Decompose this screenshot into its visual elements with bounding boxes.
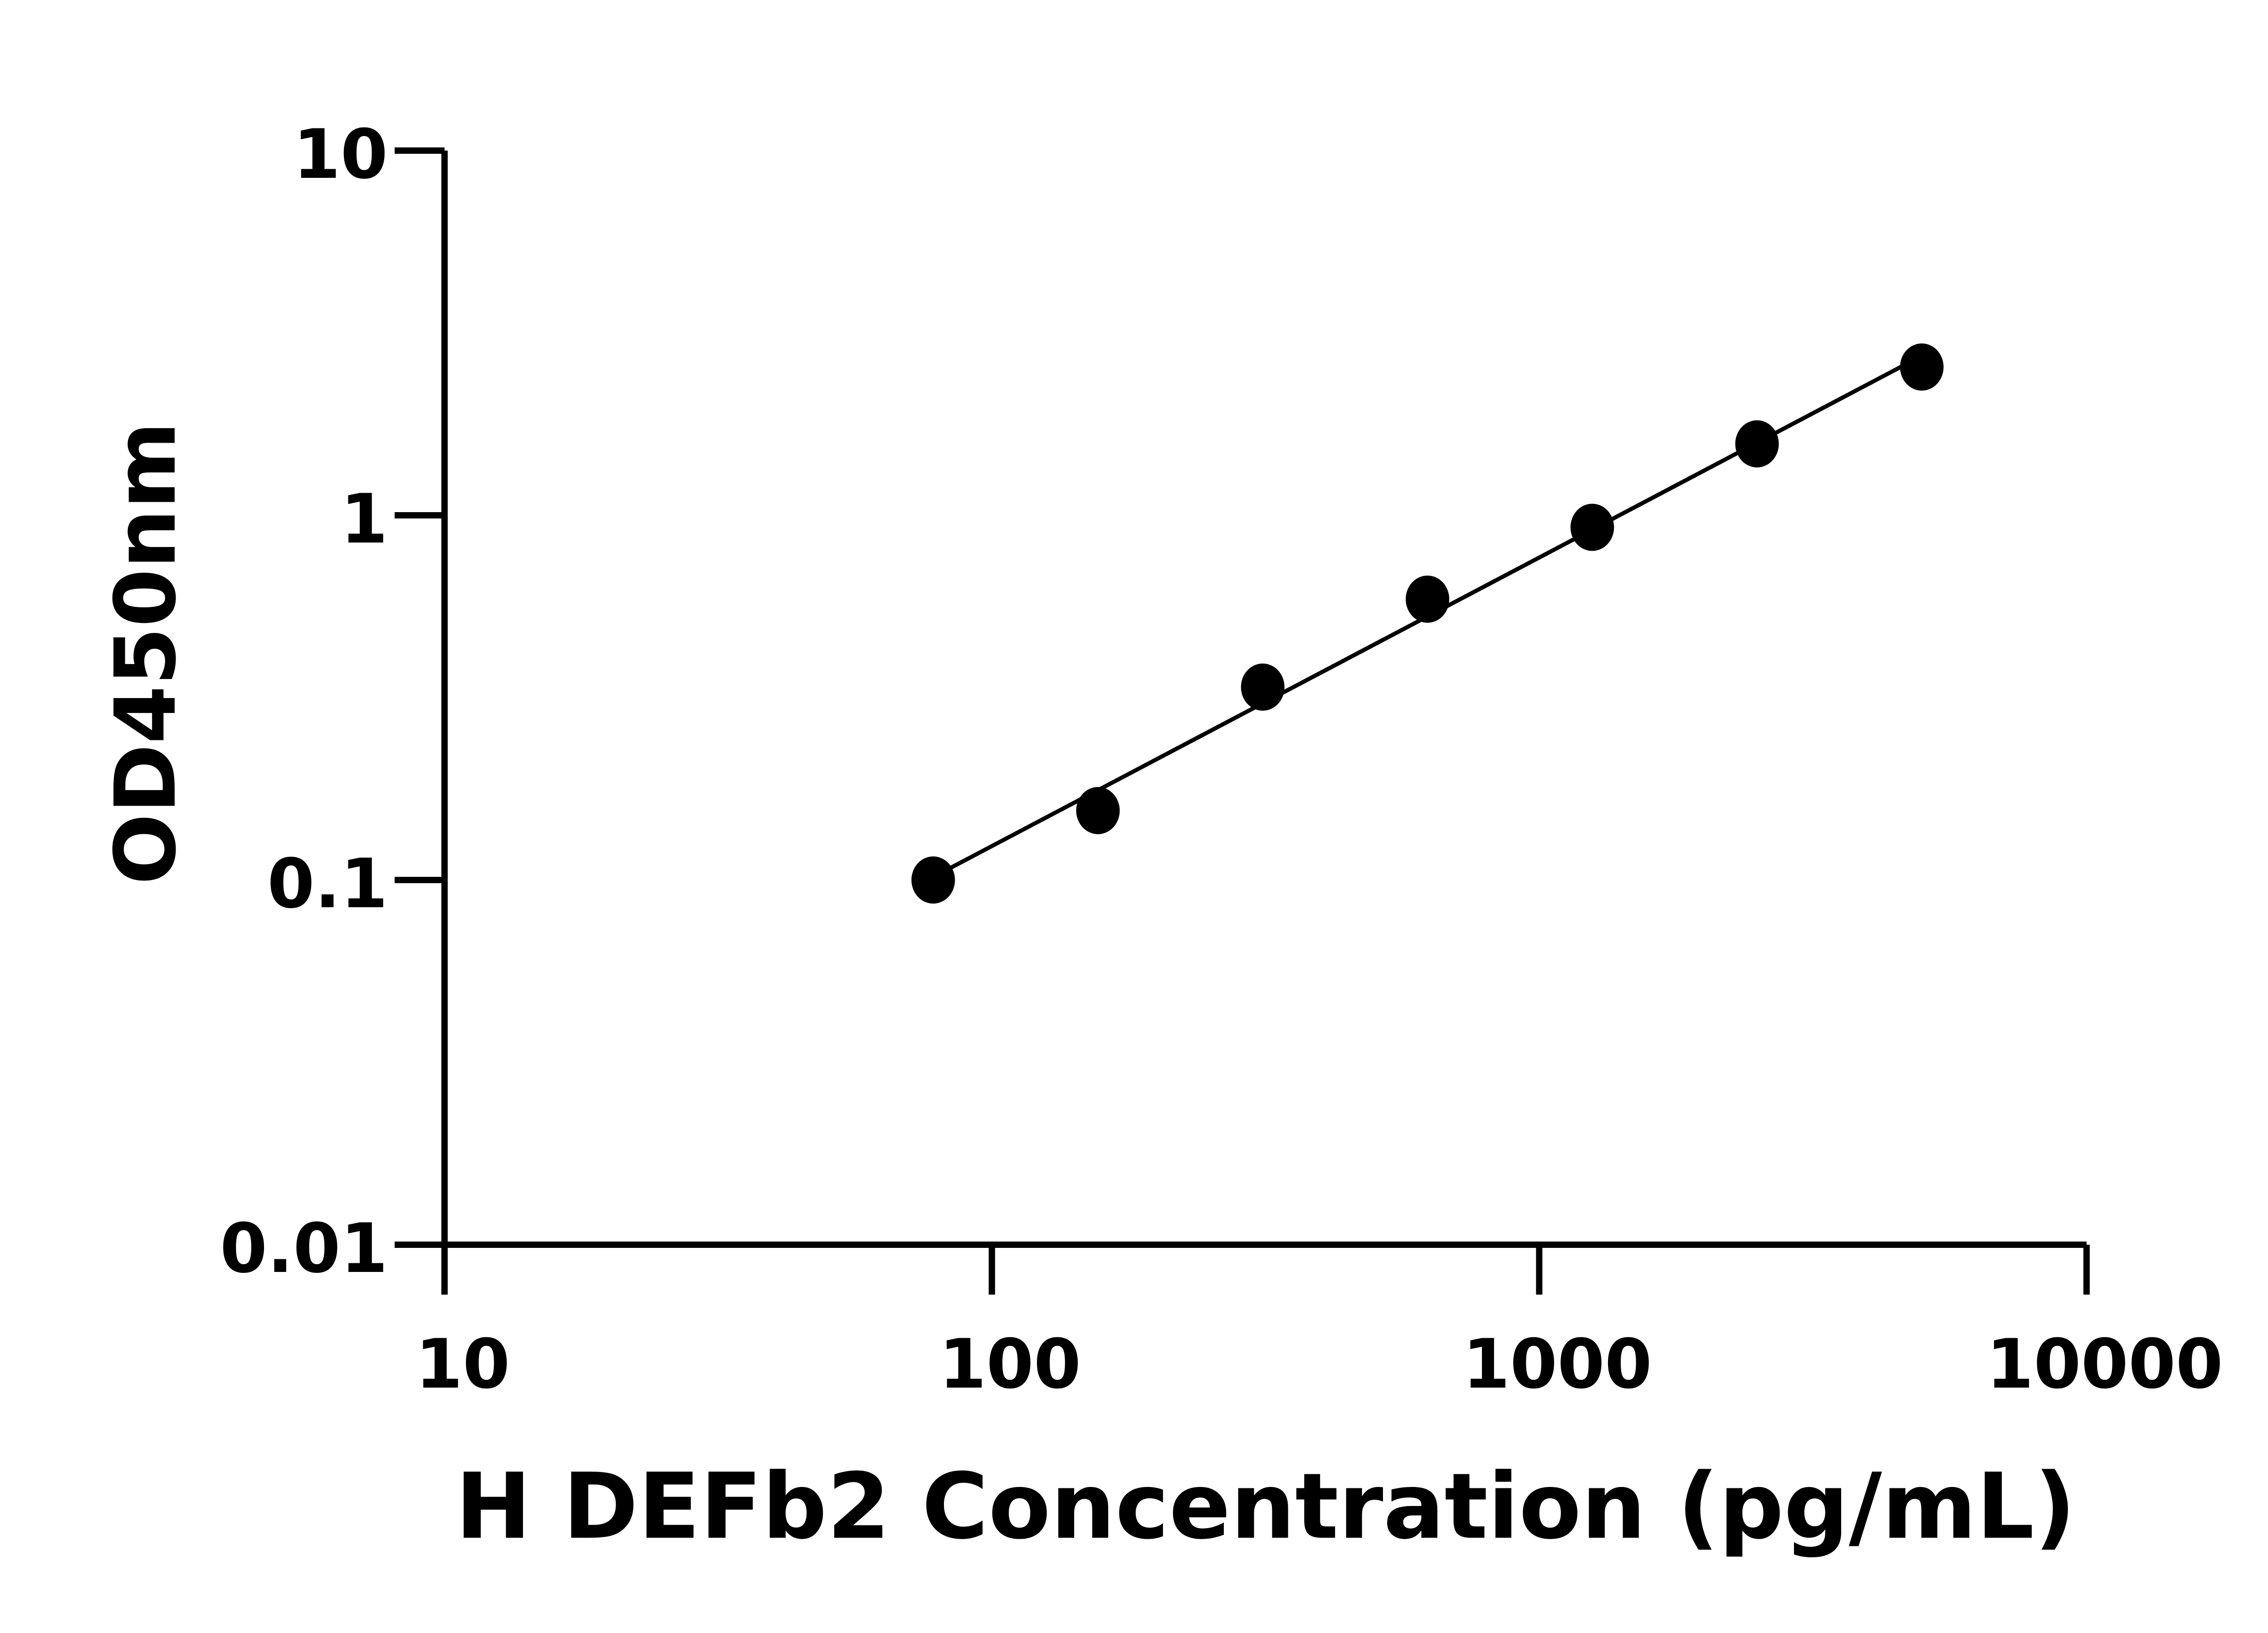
data-point: [1241, 663, 1285, 711]
y-tick-label: 0.1: [267, 845, 388, 924]
x-tick-label: 10000: [1986, 1325, 2223, 1404]
axes: 10 100 1000 10000 0.01 0.1 1 10: [220, 115, 2223, 1404]
y-tick-label: 0.01: [220, 1209, 388, 1288]
data-point: [1570, 504, 1614, 551]
data-points: [911, 343, 1944, 904]
x-tick-label: 1000: [1463, 1325, 1652, 1404]
data-point: [1076, 787, 1120, 834]
y-tick-label: 1: [341, 480, 388, 559]
data-point: [1406, 575, 1450, 623]
data-point: [1900, 343, 1944, 391]
x-tick-label: 100: [939, 1325, 1081, 1404]
y-tick-label: 10: [293, 115, 388, 194]
data-point: [911, 856, 955, 904]
y-axis-label: OD450nm: [97, 421, 195, 885]
x-tick-label: 10: [415, 1325, 510, 1404]
x-axis-label: H DEFb2 Concentration (pg/mL): [455, 1454, 2076, 1560]
data-point: [1735, 420, 1779, 468]
